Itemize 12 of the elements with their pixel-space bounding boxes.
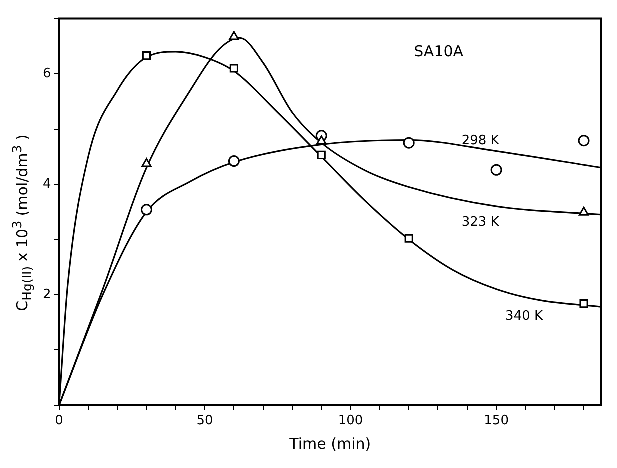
y-tick-label: 2 <box>42 287 52 302</box>
x-tick-label: 100 <box>338 414 364 429</box>
x-tick-label: 0 <box>55 414 64 429</box>
series-label: 340 K <box>506 308 544 324</box>
x-tick-label: 50 <box>196 414 214 429</box>
y-tick-label: 6 <box>42 66 52 82</box>
y-tick-label: 4 <box>42 176 52 192</box>
series-label: 323 K <box>462 214 500 230</box>
x-axis-title: Time (min) <box>288 434 372 453</box>
annotation: SA10A <box>414 42 464 61</box>
x-tick-label: 150 <box>484 414 509 429</box>
series-label: 298 K <box>462 134 500 149</box>
